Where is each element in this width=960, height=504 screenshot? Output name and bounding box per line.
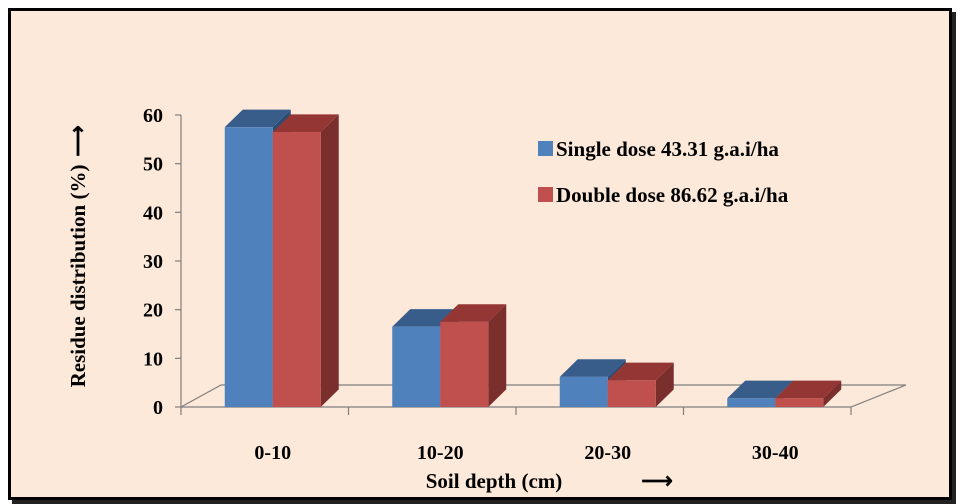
legend: Single dose 43.31 g.a.i/ha Double dose 86… [538, 137, 789, 207]
bar-top [775, 380, 842, 399]
bar-side [655, 362, 674, 407]
bar-20-30-series-2 [607, 362, 674, 407]
y-tick-label: 40 [143, 202, 163, 224]
bar-10-20-series-2 [440, 304, 507, 407]
y-tick-label: 0 [153, 397, 163, 419]
y-axis-label: Residue distribution (%) [66, 165, 90, 388]
y-axis-arrow: ⟶ [65, 125, 90, 157]
bar-front [440, 321, 489, 407]
x-axis-tick-labels: 0-10 10-20 20-30 30-40 [254, 442, 798, 464]
bar-30-40-series-2 [775, 380, 842, 407]
y-tick-label: 10 [143, 348, 163, 370]
y-tick-label: 30 [143, 251, 163, 273]
x-tick-label: 10-20 [417, 442, 464, 464]
x-axis-label: Soil depth (cm) [426, 469, 563, 493]
y-tick-label: 50 [143, 154, 163, 176]
bar-side [320, 114, 339, 407]
bar-0-10-series-2 [272, 114, 339, 407]
legend-swatch [538, 187, 553, 202]
y-tick-label: 60 [143, 105, 163, 127]
bar-front [392, 326, 441, 407]
x-axis-arrow: ⟶ [641, 468, 673, 493]
bar-top [272, 114, 339, 133]
bar-top [224, 109, 291, 128]
legend-swatch [538, 141, 553, 156]
x-tick-label: 0-10 [254, 442, 291, 464]
bar-top [607, 362, 674, 381]
bar-front [224, 127, 273, 408]
bar-side [488, 304, 507, 407]
bar-front [272, 132, 321, 407]
bar-top [440, 304, 507, 322]
y-tick-label: 20 [143, 300, 163, 322]
bar-front [559, 376, 608, 407]
bar-top [559, 359, 626, 377]
bar-chart: 0 10 20 30 40 50 60 0-10 10-20 20-30 30-40 Residu… [65, 105, 907, 493]
x-tick-label: 30-40 [752, 442, 799, 464]
bars [224, 109, 842, 408]
chart-frame: 0 10 20 30 40 50 60 0-10 10-20 20-30 30-40 Residu… [8, 8, 952, 500]
bar-front [727, 398, 776, 407]
y-axis: 0 10 20 30 40 50 60 [143, 105, 852, 419]
x-tick-label: 20-30 [584, 442, 631, 464]
bar-top [727, 380, 794, 399]
bar-front [775, 398, 824, 407]
bar-side [823, 380, 842, 407]
legend-label: Single dose 43.31 g.a.i/ha [556, 137, 779, 161]
bar-front [607, 380, 656, 407]
legend-label: Double dose 86.62 g.a.i/ha [556, 183, 789, 207]
